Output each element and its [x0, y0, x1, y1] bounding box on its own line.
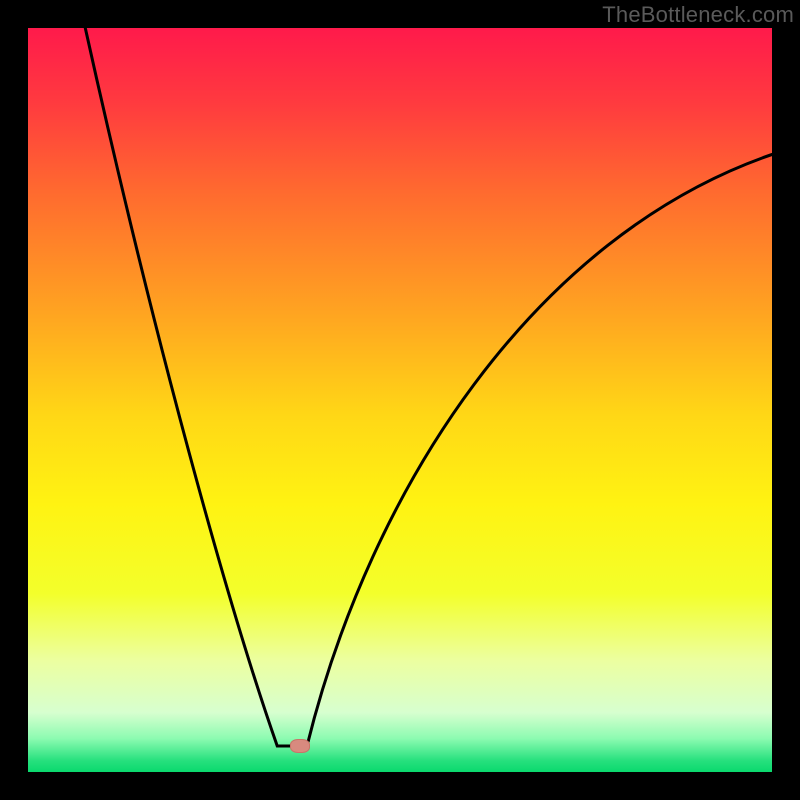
- background-gradient: [28, 28, 772, 772]
- optimum-marker: [290, 739, 310, 753]
- watermark-text: TheBottleneck.com: [602, 2, 794, 28]
- plot-area: [28, 28, 772, 772]
- outer-frame: TheBottleneck.com: [0, 0, 800, 800]
